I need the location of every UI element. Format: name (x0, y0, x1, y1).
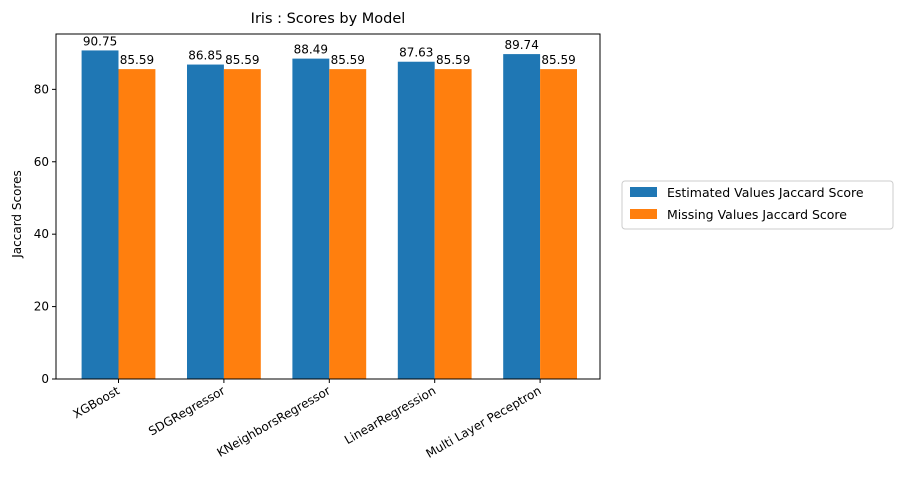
chart-title: Iris : Scores by Model (251, 11, 406, 27)
bars (81, 50, 577, 380)
x-tick-label: XGBoost (70, 383, 122, 421)
bar-value-label: 90.75 (83, 34, 117, 48)
y-tick-label: 20 (34, 300, 49, 314)
legend-label-estimated: Estimated Values Jaccard Score (667, 185, 864, 200)
bar-value-label: 85.59 (120, 53, 154, 67)
x-tick-label: Multi Layer Peceptron (424, 383, 544, 460)
plot-area-frame (55, 33, 601, 380)
x-tick-label: SDGRegressor (146, 383, 227, 438)
y-axis-label: Jaccard Scores (10, 170, 24, 258)
bar-estimated-3 (397, 61, 435, 379)
y-tick-label: 80 (34, 82, 49, 96)
x-tick-label: KNeighborsRegressor (214, 383, 332, 459)
legend-swatch-missing (630, 209, 657, 219)
bar-value-label: 87.63 (399, 46, 433, 60)
x-tick-label: LinearRegression (342, 383, 438, 447)
y-tick-label: 40 (34, 227, 49, 241)
bar-value-label: 85.59 (541, 53, 575, 67)
bar-value-label: 85.59 (436, 53, 470, 67)
bar-value-label: 89.74 (504, 38, 538, 52)
bar-missing-4 (540, 69, 577, 379)
bar-missing-2 (329, 69, 367, 379)
bar-estimated-1 (187, 64, 224, 379)
bar-missing-0 (118, 69, 156, 379)
y-tick-label: 0 (41, 372, 49, 386)
bar-estimated-2 (292, 58, 330, 380)
bar-value-label: 88.49 (294, 43, 328, 57)
bar-value-label: 85.59 (331, 53, 365, 67)
legend-label-missing: Missing Values Jaccard Score (667, 207, 847, 222)
bar-value-label: 86.85 (188, 49, 222, 63)
legend-swatch-estimated (630, 187, 657, 197)
y-tick-label: 60 (34, 155, 49, 169)
bar-estimated-0 (81, 50, 119, 379)
bar-missing-1 (223, 69, 261, 379)
bar-estimated-4 (503, 54, 541, 379)
legend-box (621, 180, 894, 230)
y-axis: 0 20 40 60 80 (34, 82, 56, 386)
legend: Estimated Values Jaccard Score Missing V… (621, 180, 894, 230)
bar-missing-3 (434, 69, 472, 379)
bar-value-label: 85.59 (225, 53, 259, 67)
